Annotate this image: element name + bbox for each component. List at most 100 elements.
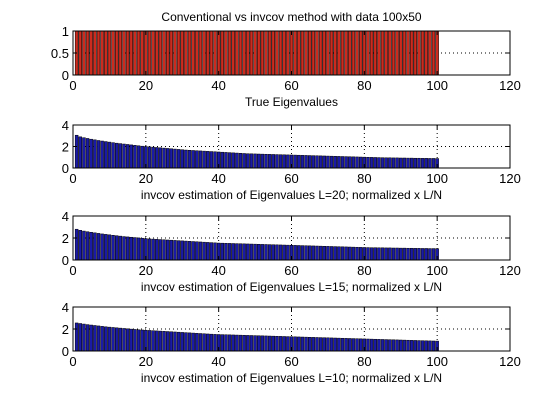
bar [278,154,283,169]
bar [264,244,268,261]
bar [100,140,104,169]
bar [267,154,272,169]
bar [231,334,235,352]
x-tick-label: 40 [211,354,225,369]
bar [176,331,181,352]
bar [413,157,418,169]
bar [417,157,421,169]
bar [406,247,410,261]
bar [351,156,356,169]
bar [162,147,166,169]
bar [267,30,272,76]
bar [89,30,93,76]
x-tick-label: 120 [499,78,521,93]
bar [165,148,170,169]
bar [355,338,359,352]
bar [355,156,359,169]
bar [202,241,206,261]
bar [340,30,345,76]
bar [380,247,385,261]
bar [286,336,290,352]
bar [384,30,388,76]
bar [344,246,348,261]
bar [202,30,206,76]
bar [246,30,250,76]
bar [420,248,425,261]
bar [209,30,214,76]
bar [257,244,261,261]
bar [89,232,93,261]
bar [74,322,79,352]
bar [206,151,210,169]
bar [337,246,341,261]
bar [395,157,399,169]
x-tick-label: 120 [499,263,521,278]
bar [344,156,348,169]
bar [158,239,163,261]
bar [311,337,316,352]
bar [377,157,381,169]
bar [340,246,345,261]
bar [82,230,86,261]
bar [231,30,235,76]
bar [176,149,181,169]
bar [220,334,225,352]
bar [180,332,184,352]
x-tick-label: 20 [139,78,153,93]
bar [133,237,137,261]
bar [399,339,403,352]
bar [304,30,308,76]
bar [297,245,301,261]
bar [220,30,225,76]
bar [246,243,250,261]
bar [286,154,290,169]
bar [329,30,334,76]
bar [286,244,290,261]
bar [406,30,410,76]
bar [238,334,243,352]
x-tick-label: 80 [357,171,371,186]
bar [104,141,108,169]
bar [165,331,170,352]
bar [413,30,418,76]
bar [420,30,425,76]
bar [318,337,323,352]
bar [85,138,90,169]
y-tick-label: 2 [62,140,69,155]
bar [402,339,407,352]
bar [238,243,243,261]
bar [187,150,192,169]
bar [391,157,396,169]
bar [308,30,312,76]
bar [85,30,90,76]
bar [93,139,97,169]
bar [278,244,283,261]
bar [144,30,148,76]
bar [173,148,177,169]
bar [118,30,123,76]
bar [369,338,374,352]
bar [384,339,388,352]
bar [235,30,239,76]
bar [158,30,163,76]
bar [409,247,414,261]
bar [388,247,392,261]
subplot-1: 0 20 40 60 80 100 120 0 0.5 1 Conventional vs invc… [51,10,521,109]
x-tick-label: 40 [211,263,225,278]
bar [165,239,170,261]
x-axis-label: invcov estimation of Eigenvalues L=20; n… [141,188,442,202]
bar [100,30,104,76]
bar [125,328,130,352]
bar [227,243,232,261]
bar [297,154,301,169]
bar [358,338,363,352]
bar [278,30,283,76]
x-tick-label: 100 [426,354,448,369]
bar [264,335,268,352]
chart-title: Conventional vs invcov method with data … [161,10,421,24]
bar [111,30,115,76]
bar [169,148,174,169]
bar [282,30,286,76]
bar [271,244,275,261]
